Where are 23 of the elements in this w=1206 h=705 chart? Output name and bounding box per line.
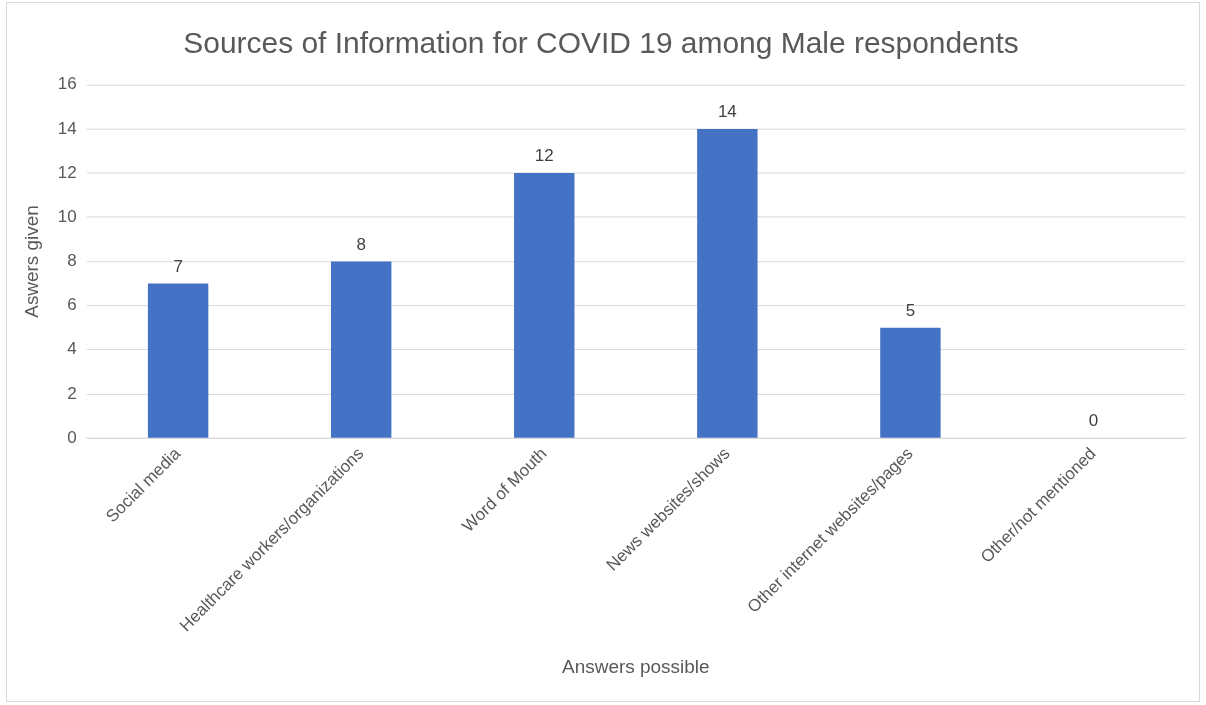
bar (514, 173, 575, 438)
y-tick-label: 12 (57, 162, 77, 182)
data-label: 0 (1088, 411, 1099, 431)
data-label: 14 (717, 102, 737, 122)
y-axis-title: Aswers given (20, 205, 42, 318)
bar (880, 327, 941, 438)
data-label: 8 (356, 234, 366, 254)
bar (697, 128, 758, 438)
data-label: 5 (905, 300, 916, 320)
x-axis-title: Answers possible (562, 655, 710, 677)
y-tick-label: 6 (67, 295, 77, 315)
y-tick-label: 4 (67, 339, 77, 359)
y-tick-label: 2 (67, 383, 77, 403)
chart-title: Sources of Information for COVID 19 among Male respondents (183, 26, 1019, 60)
bar (147, 283, 209, 438)
y-tick-label: 14 (57, 118, 77, 138)
bar (330, 261, 392, 438)
y-tick-label: 8 (67, 251, 77, 271)
y-tick-label: 10 (57, 206, 77, 226)
data-label: 12 (534, 146, 554, 166)
y-tick-label: 16 (57, 74, 77, 94)
data-label: 7 (173, 256, 183, 276)
y-tick-label: 0 (67, 427, 77, 447)
